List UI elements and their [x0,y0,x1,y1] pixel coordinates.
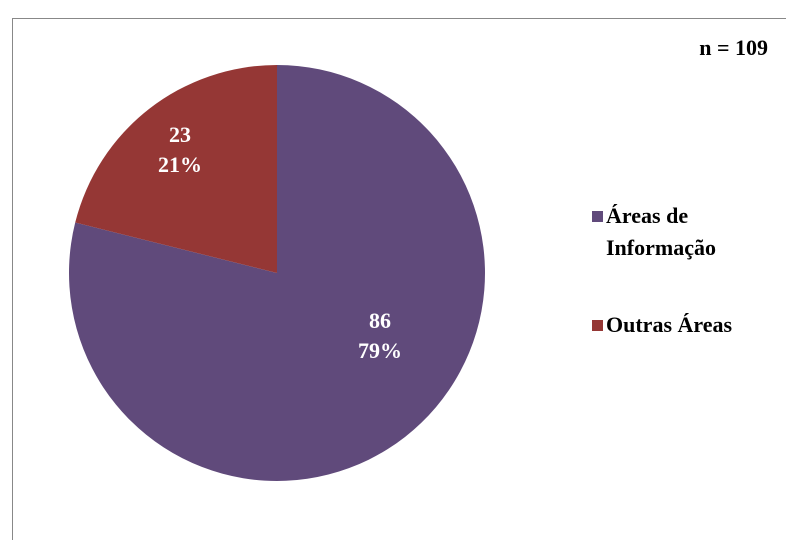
legend-item: Áreas de Informação [592,200,766,264]
legend-label: Outras Áreas [606,312,733,337]
percent-label: 21% [158,152,202,177]
value-label: 23 [169,122,191,147]
legend-item: Outras Áreas [592,309,766,341]
value-label: 86 [369,308,391,333]
annotation: n = 109 [699,35,768,60]
legend-swatch [592,211,603,222]
pie-slice [75,65,278,273]
percent-label: 79% [358,338,402,363]
legend-label: Áreas de Informação [606,203,716,260]
legend-swatch [592,320,603,331]
